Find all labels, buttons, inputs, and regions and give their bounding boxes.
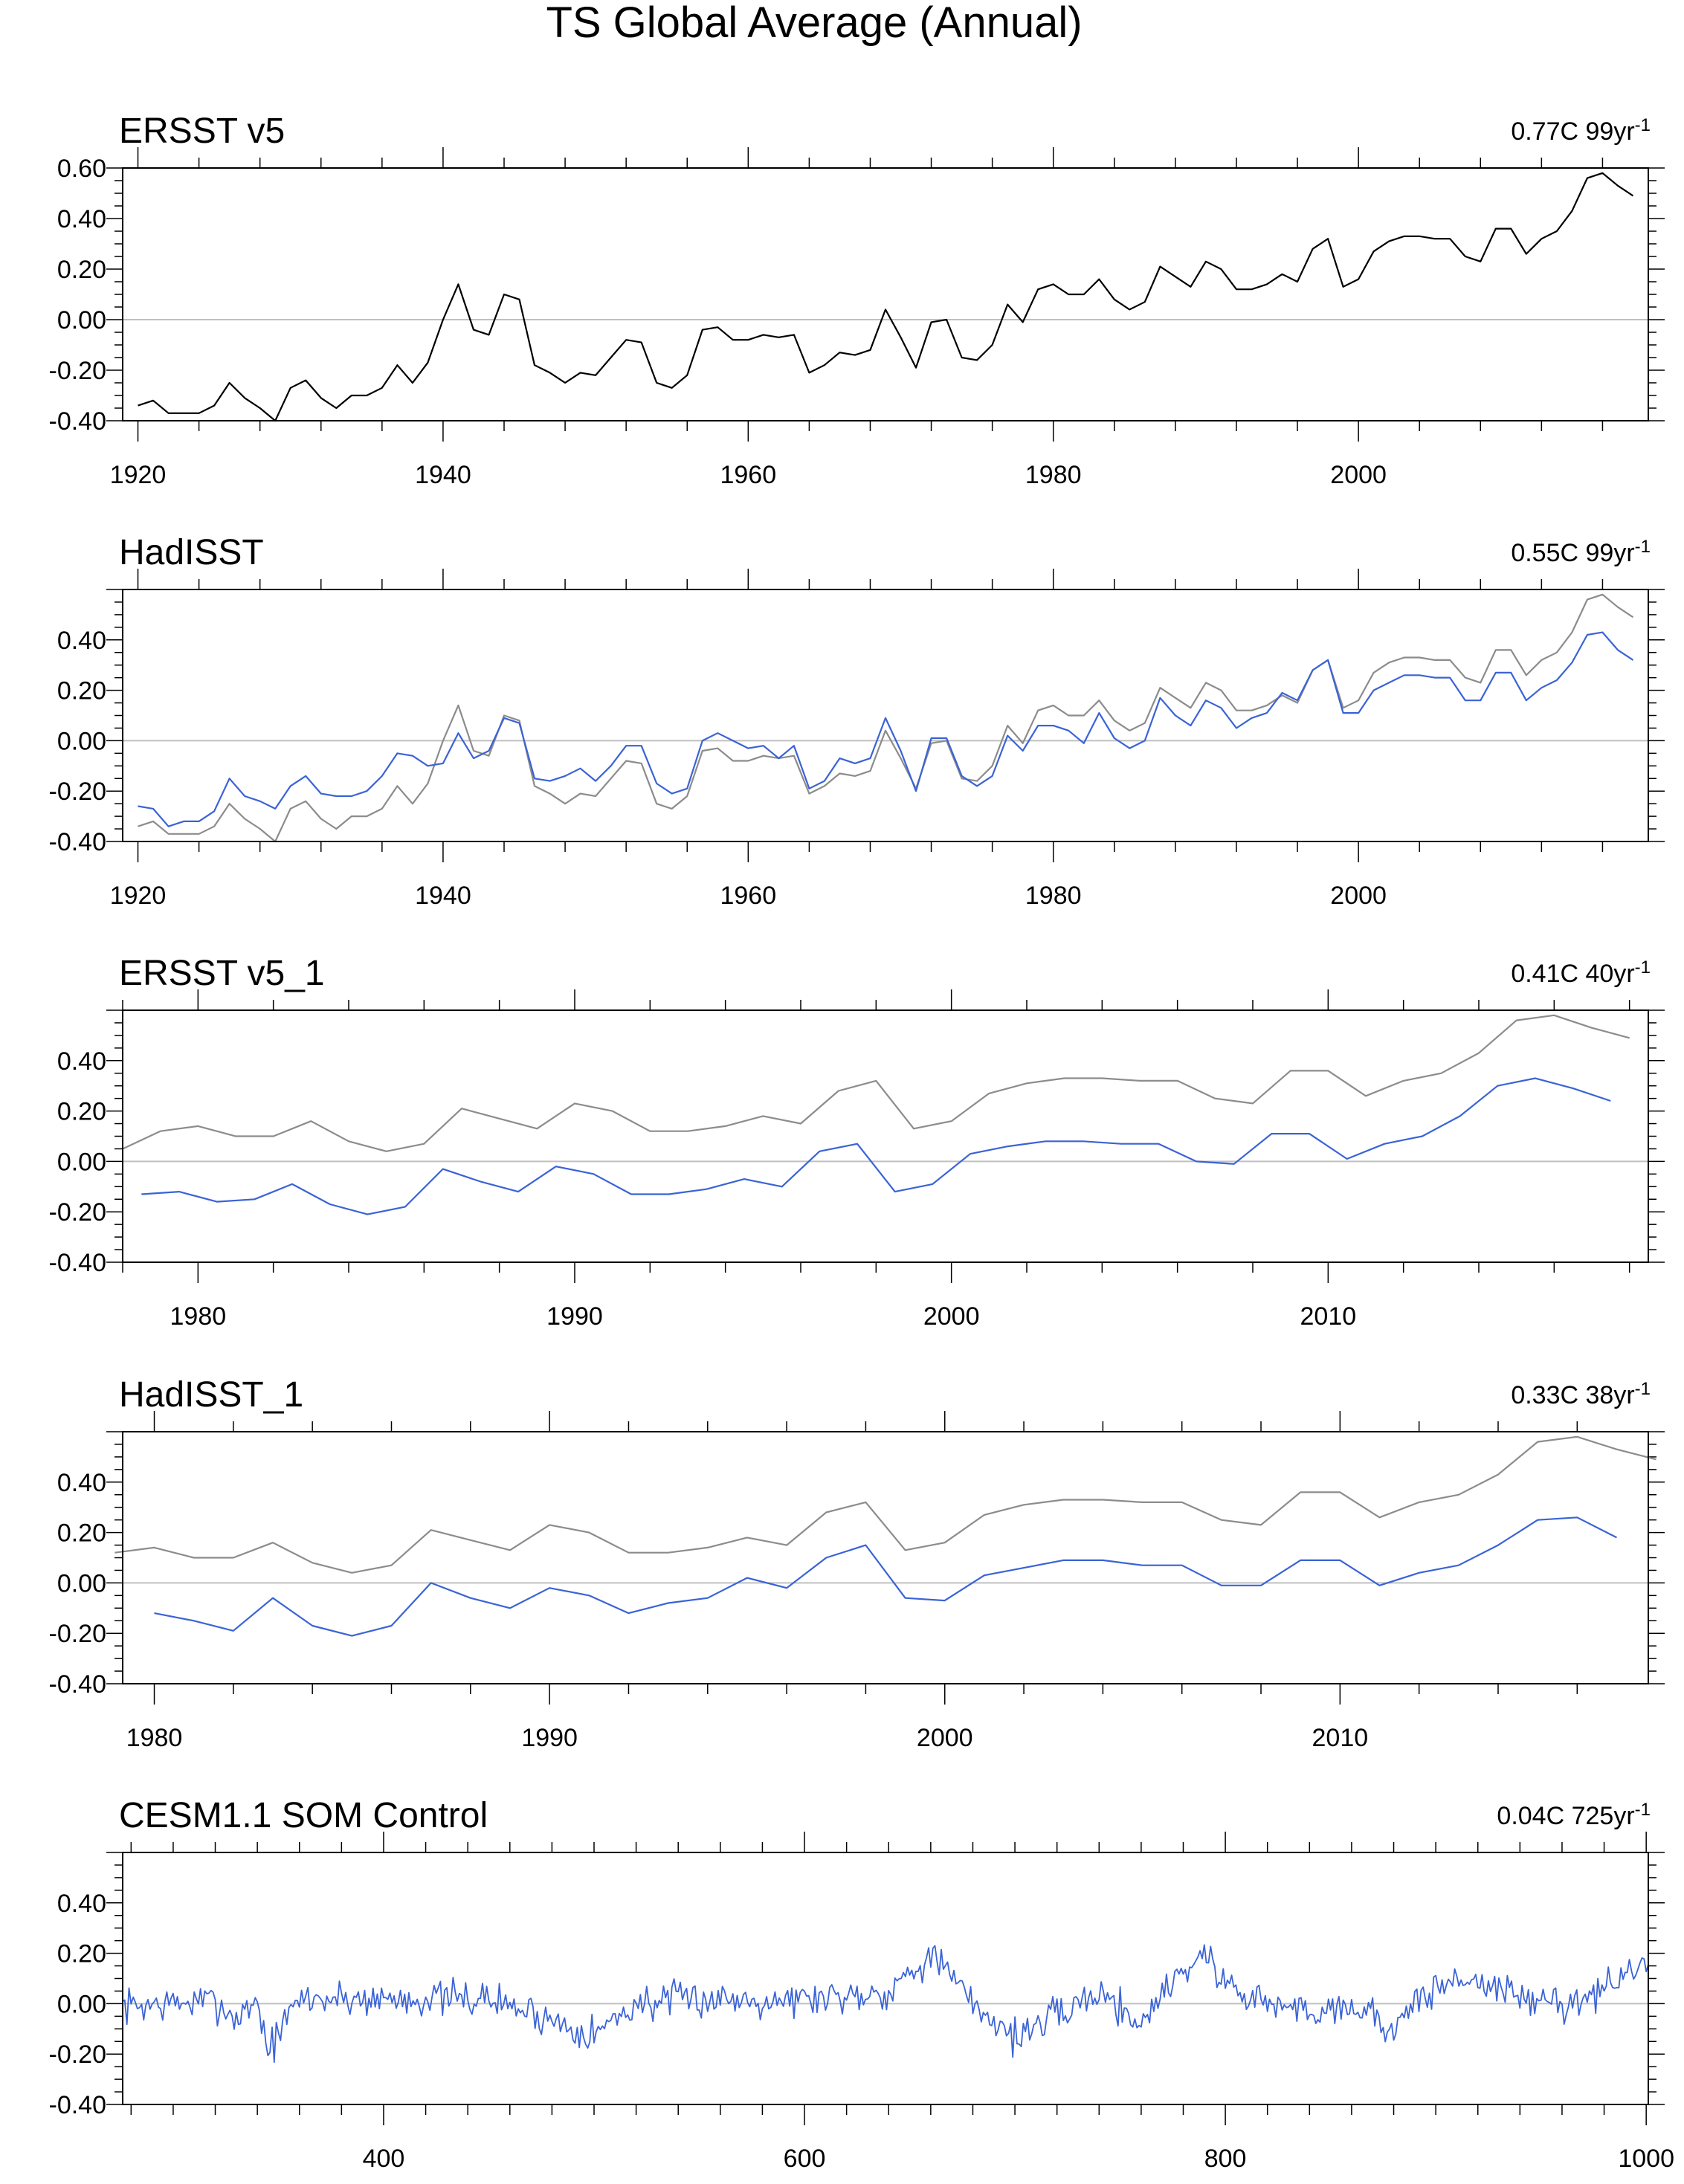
y-tick-label: 0.00 — [57, 1148, 106, 1176]
x-tick-label: 2000 — [1330, 461, 1387, 489]
x-tick-label: 1940 — [415, 882, 471, 910]
series-line — [114, 1435, 1656, 1574]
y-tick-label: -0.40 — [49, 407, 107, 436]
x-tick-label: 1960 — [720, 461, 776, 489]
panel-title: ERSST v5 — [119, 112, 285, 151]
x-tick-label: 2000 — [917, 1724, 973, 1752]
x-tick-label: 2000 — [923, 1302, 980, 1331]
panel-title: ERSST v5_1 — [119, 954, 325, 993]
y-tick-label: 0.00 — [57, 306, 106, 335]
trend-label: 0.77C 99yr-1 — [1511, 115, 1651, 146]
trend-superscript: -1 — [1635, 957, 1651, 978]
plot-frame — [122, 1431, 1649, 1684]
panel-3: ERSST v5_1 0.41C 40yr-1 -0.40 -0.20 0.00 0.20… — [49, 954, 1665, 1331]
y-tick-label: 0.40 — [57, 627, 106, 655]
panel-4: HadISST_1 0.33C 38yr-1 -0.40 -0.20 0.00 0.20 0… — [49, 1375, 1665, 1752]
series-line — [138, 172, 1634, 422]
y-tick-label: 0.20 — [57, 256, 106, 284]
x-tick-label: 400 — [363, 2145, 405, 2173]
y-tick-label: 0.40 — [57, 1890, 106, 1918]
x-tick-label: 800 — [1204, 2145, 1247, 2173]
x-tick-label: 2000 — [1330, 882, 1387, 910]
panel-1: ERSST v5 0.77C 99yr-1 -0.40 -0.20 0.00 0.20 0.… — [49, 112, 1665, 489]
y-tick-label: -0.40 — [49, 1670, 107, 1699]
figure-title: TS Global Average (Annual) — [546, 0, 1082, 47]
y-tick-label: -0.20 — [49, 1198, 107, 1227]
y-tick-label: 0.60 — [57, 155, 106, 183]
trend-label: 0.33C 38yr-1 — [1511, 1379, 1651, 1409]
series-line — [141, 1077, 1611, 1215]
plot-frame — [122, 167, 1649, 421]
trend-superscript: -1 — [1635, 115, 1651, 135]
series-line — [138, 631, 1634, 827]
panel-title: HadISST_1 — [119, 1375, 303, 1415]
panel-title: CESM1.1 SOM Control — [119, 1796, 488, 1835]
trend-label: 0.55C 99yr-1 — [1511, 537, 1651, 567]
series-line — [122, 1014, 1630, 1152]
x-tick-label: 1960 — [720, 882, 776, 910]
x-tick-label: 1940 — [415, 461, 471, 489]
y-tick-label: -0.40 — [49, 828, 107, 856]
panel-5: CESM1.1 SOM Control 0.04C 725yr-1 -0.40 -0.… — [49, 1796, 1674, 2173]
y-tick-label: 0.00 — [57, 1569, 106, 1597]
x-tick-label: 1980 — [1025, 461, 1082, 489]
y-tick-label: -0.40 — [49, 1249, 107, 1277]
y-tick-label: 0.40 — [57, 205, 106, 233]
trend-superscript: -1 — [1635, 537, 1651, 557]
y-tick-label: 0.00 — [57, 727, 106, 755]
x-tick-label: 2010 — [1312, 1724, 1369, 1752]
x-tick-label: 1990 — [521, 1724, 578, 1752]
y-tick-label: -0.20 — [49, 1620, 107, 1648]
x-tick-label: 1980 — [126, 1724, 183, 1752]
x-tick-label: 1980 — [170, 1302, 227, 1331]
y-tick-label: -0.40 — [49, 2091, 107, 2119]
plot-frame — [122, 589, 1649, 842]
y-tick-label: 0.40 — [57, 1469, 106, 1497]
series-line — [154, 1516, 1617, 1637]
trend-label: 0.04C 725yr-1 — [1497, 1800, 1651, 1830]
y-tick-label: 0.00 — [57, 1990, 106, 2018]
x-tick-label: 1920 — [110, 461, 167, 489]
y-tick-label: -0.20 — [49, 778, 107, 806]
y-tick-label: -0.20 — [49, 357, 107, 385]
trend-superscript: -1 — [1635, 1379, 1651, 1399]
y-tick-label: 0.20 — [57, 1940, 106, 1968]
x-tick-label: 2010 — [1300, 1302, 1357, 1331]
plot-frame — [122, 1009, 1649, 1263]
series-line — [122, 1944, 1649, 2064]
x-tick-label: 1920 — [110, 882, 167, 910]
plot-frame — [122, 1852, 1649, 2105]
y-tick-label: 0.20 — [57, 1519, 106, 1548]
y-tick-label: 0.20 — [57, 1098, 106, 1126]
panel-title: HadISST — [119, 533, 264, 572]
x-tick-label: 1980 — [1025, 882, 1082, 910]
series-line — [138, 593, 1634, 843]
panel-2: HadISST 0.55C 99yr-1 -0.40 -0.20 0.00 0.20 0.4… — [49, 533, 1665, 910]
y-tick-label: -0.20 — [49, 2041, 107, 2069]
x-tick-label: 1990 — [546, 1302, 603, 1331]
y-tick-label: 0.20 — [57, 677, 106, 705]
trend-superscript: -1 — [1635, 1800, 1651, 1820]
x-tick-label: 1000 — [1618, 2145, 1674, 2173]
y-tick-label: 0.40 — [57, 1047, 106, 1076]
x-tick-label: 600 — [784, 2145, 826, 2173]
trend-label: 0.41C 40yr-1 — [1511, 957, 1651, 988]
